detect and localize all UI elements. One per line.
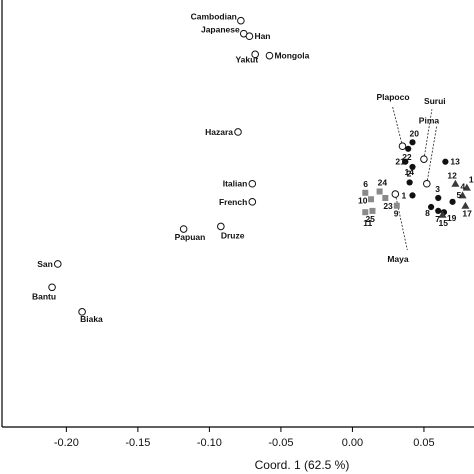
plot-axes [1, 0, 474, 428]
sample-number-label: 19 [447, 213, 457, 223]
leader-line [392, 106, 403, 147]
gray-square-marker [376, 188, 383, 195]
sample-number-label: 7 [435, 214, 440, 224]
filled-circle-marker [409, 163, 416, 171]
filled-circle-marker [427, 203, 435, 211]
leader-line [423, 109, 433, 160]
population-label: Pima [419, 116, 440, 126]
open-circle-marker [423, 179, 431, 188]
open-circle-marker [179, 225, 188, 233]
sample-number-label: 9 [394, 209, 399, 219]
x-tick-label: -0.10 [197, 437, 222, 449]
sample-number-label: 12 [447, 171, 457, 181]
open-circle-marker [248, 198, 257, 206]
filled-circle-marker [435, 194, 442, 202]
sample-number-label: 8 [425, 208, 430, 218]
open-circle-marker [420, 155, 428, 163]
point-labels: Cambodian Japanese Han Yakut Mongola Hazara It… [32, 12, 474, 324]
population-label: Papuan [175, 232, 206, 242]
x-ticks: -0.20 -0.15 -0.10 -0.05 0.00 0.05 [54, 427, 435, 449]
open-circle-marker [248, 179, 257, 188]
triangle-marker [461, 201, 470, 209]
sample-number-label: 15 [439, 218, 449, 228]
filled-circle-marker [402, 158, 409, 165]
leader-line [394, 194, 408, 251]
population-label: French [219, 197, 247, 207]
gray-square-marker [393, 202, 400, 209]
filled-circle-marker [449, 198, 456, 205]
triangle-marker [438, 210, 447, 218]
open-circle-marker [234, 128, 242, 136]
population-label: Bantu [32, 291, 56, 301]
x-axis-title: Coord. 1 (62.5 %) [255, 458, 350, 472]
sample-number-label: 21 [395, 157, 405, 167]
gray-square-marker [369, 207, 376, 214]
sample-number-label: 20 [409, 128, 419, 138]
x-tick-label: -0.05 [268, 437, 293, 449]
population-label: Plapoco [376, 92, 409, 102]
filled-circle-marker [409, 139, 416, 146]
sample-number-label: 23 [383, 201, 393, 211]
population-label: Biaka [80, 314, 103, 324]
filled-circle-marker [442, 158, 449, 165]
population-label: San [37, 259, 53, 269]
gray-square-marker [382, 194, 389, 201]
sample-number-label: 16 [469, 175, 474, 185]
open-circle-marker [237, 16, 245, 25]
x-tick-label: 0.05 [413, 437, 434, 449]
sample-number-label: 11 [363, 218, 372, 228]
triangle-marker [451, 179, 460, 187]
open-circle-marker [251, 50, 259, 59]
sample-number-label: 22 [402, 152, 412, 162]
x-tick-label: -0.15 [125, 437, 150, 449]
gray-square-marker [362, 209, 369, 216]
open-circle-marker [391, 190, 400, 198]
open-circle-marker [245, 32, 254, 41]
x-tick-label: 0.00 [342, 437, 363, 449]
leader-line [426, 125, 438, 184]
sample-number-label: 24 [378, 178, 388, 188]
leader-lines [392, 106, 438, 251]
open-circle-marker [48, 283, 56, 292]
sample-number-label: 25 [365, 214, 375, 224]
population-label: Mongola [274, 51, 309, 61]
sample-number-label: 13 [450, 157, 460, 167]
gray-square-marker [362, 189, 369, 196]
population-label: Japanese [201, 25, 240, 35]
population-label: Cambodian [191, 12, 237, 22]
population-label: Italian [223, 179, 248, 189]
triangle-marker [458, 191, 467, 199]
population-label: Maya [387, 254, 409, 264]
open-circle-marker [53, 260, 62, 268]
open-circle-marker [78, 308, 86, 316]
sample-number-label: 2 [407, 168, 412, 178]
open-circle-marker [265, 51, 274, 60]
open-circle-marker [398, 142, 407, 151]
gray-square-marker [368, 196, 375, 203]
x-tick-label: -0.20 [54, 437, 79, 449]
filled-circle-marker [435, 207, 442, 215]
sample-number-label: 4 [461, 181, 466, 191]
sample-number-label: 3 [435, 184, 440, 194]
sample-number-label: 1 [401, 190, 406, 200]
population-label: Surui [424, 96, 446, 106]
triangle-marker [462, 183, 471, 191]
filled-circle-marker [405, 145, 412, 152]
sample-number-label: 10 [358, 195, 368, 205]
population-label: Hazara [205, 127, 233, 137]
filled-circle-marker [409, 192, 416, 199]
filled-circle-marker [406, 179, 413, 186]
data-marks [48, 16, 471, 316]
population-label: Druze [221, 230, 245, 240]
population-label: Han [254, 31, 270, 41]
sample-number-label: 6 [363, 179, 368, 189]
sample-number-label: 17 [462, 209, 472, 219]
open-circle-marker [217, 222, 225, 231]
population-label: Yakut [235, 54, 258, 64]
sample-number-label: 5 [457, 190, 462, 200]
sample-number-label: 14 [404, 167, 414, 177]
